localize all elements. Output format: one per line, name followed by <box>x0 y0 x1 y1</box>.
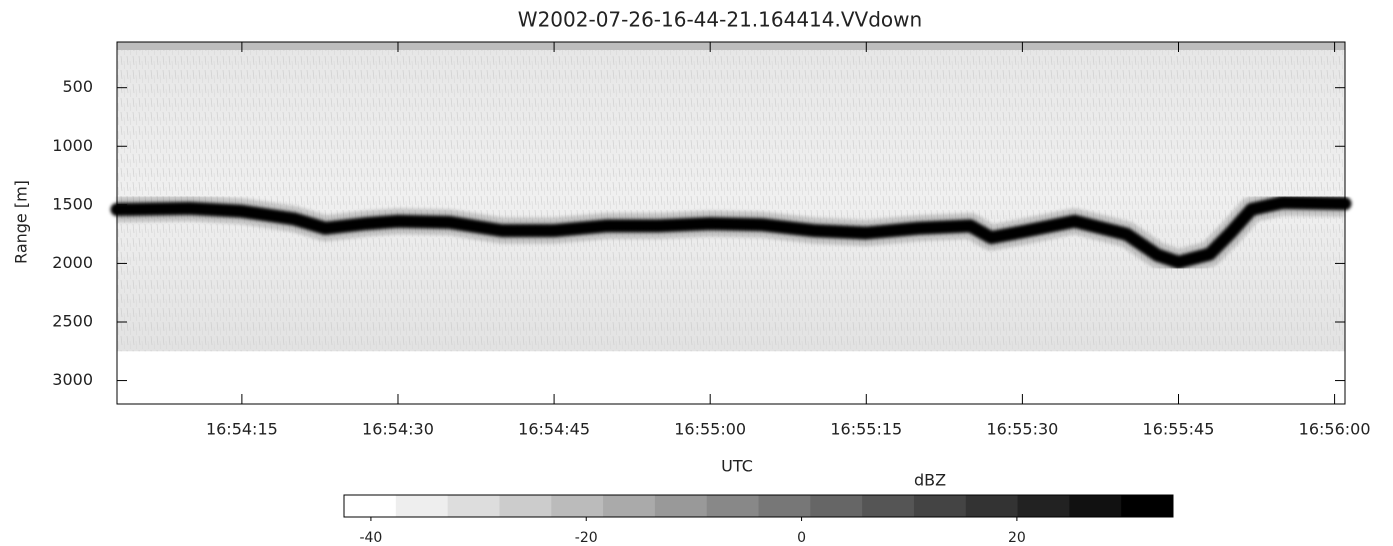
y-tick-label: 1500 <box>52 194 93 213</box>
x-tick-label: 16:54:30 <box>362 420 434 439</box>
y-tick-label: 2500 <box>52 311 93 330</box>
echo-layer <box>110 195 1352 269</box>
x-tick-label: 16:55:15 <box>830 420 902 439</box>
top-clutter <box>117 42 1345 50</box>
colorbar-level <box>862 495 915 517</box>
colorbar-level <box>1121 495 1174 517</box>
colorbar-label: dBZ <box>914 471 946 490</box>
colorbar-level <box>395 495 449 517</box>
colorbar-tick-label: 20 <box>1008 530 1026 546</box>
x-axis-label: UTC <box>721 457 753 476</box>
x-tick-label: 16:55:00 <box>674 420 746 439</box>
colorbar-level <box>913 495 967 517</box>
colorbar-level <box>603 495 656 517</box>
x-tick-label: 16:54:15 <box>206 420 278 439</box>
plot-frame <box>116 41 1346 405</box>
colorbar-level <box>810 495 863 517</box>
x-tick-label: 16:55:45 <box>1143 420 1215 439</box>
colorbar-level <box>654 495 708 517</box>
x-tick-label: 16:56:00 <box>1299 420 1371 439</box>
colorbar-tick-label: -20 <box>575 530 598 546</box>
colorbar-level <box>344 495 397 517</box>
colorbar-level <box>447 495 500 517</box>
y-axis-label: Range [m] <box>12 180 31 264</box>
y-tick-label: 500 <box>62 77 93 96</box>
colorbar-level <box>758 495 811 517</box>
x-tick-label: 16:54:45 <box>518 420 590 439</box>
colorbar-frame <box>343 494 1174 518</box>
colorbar-level <box>706 495 759 517</box>
colorbar-level <box>1069 495 1122 517</box>
colorbar-level <box>965 495 1019 517</box>
x-tick-label: 16:55:30 <box>986 420 1058 439</box>
colorbar-tick-label: -40 <box>359 530 382 546</box>
colorbar-tick-label: 0 <box>797 530 806 546</box>
chart-title: W2002-07-26-16-44-21.164414.VVdown <box>518 8 922 32</box>
colorbar-level <box>499 495 552 517</box>
noise-streaks <box>117 50 1345 352</box>
y-tick-label: 3000 <box>52 370 93 389</box>
y-tick-label: 1000 <box>52 136 93 155</box>
y-tick-label: 2000 <box>52 253 93 272</box>
colorbar-level <box>1017 495 1070 517</box>
colorbar-level <box>551 495 604 517</box>
